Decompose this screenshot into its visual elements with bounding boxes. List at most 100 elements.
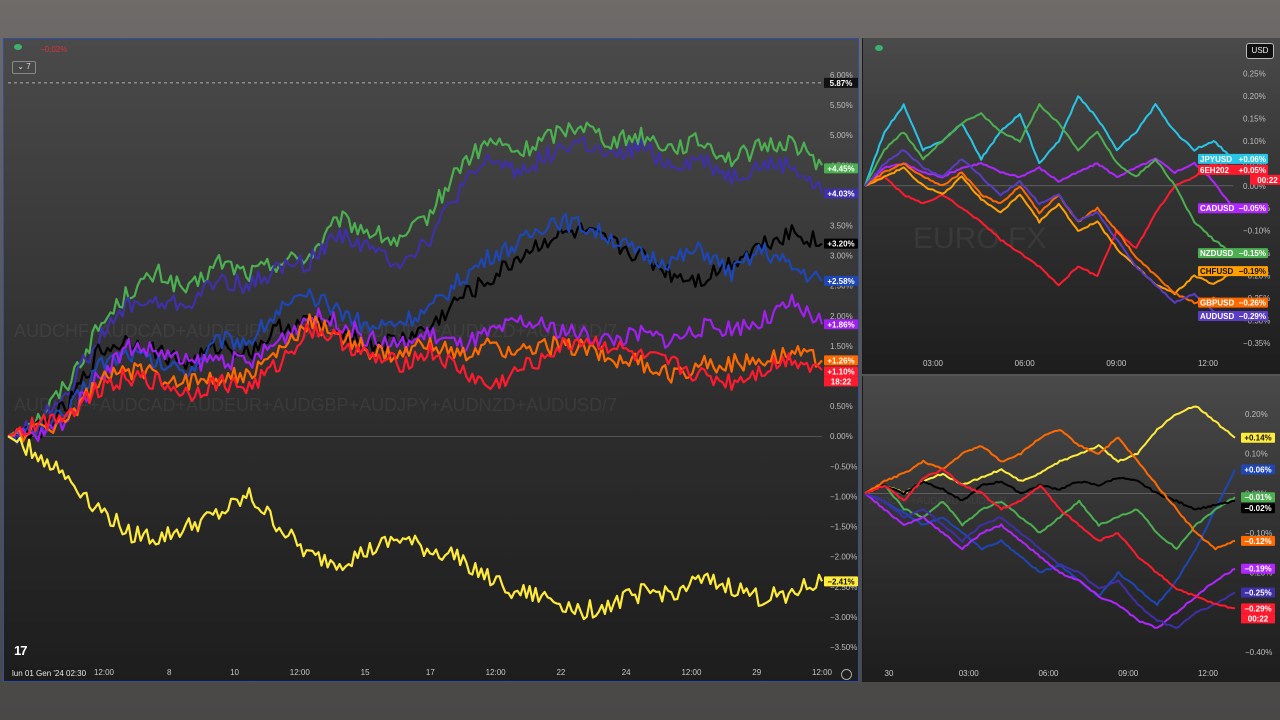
visibility-eye-icon[interactable] xyxy=(875,45,883,51)
y-tick-label: 1.50% xyxy=(830,342,853,351)
symbol-watermark: EURO FX xyxy=(913,222,1046,255)
series-value-text: −0.05% xyxy=(1239,204,1266,213)
countdown-label: 00:22 xyxy=(1257,176,1278,185)
y-tick-label: 3.50% xyxy=(830,222,853,231)
x-tick-label: 17 xyxy=(426,668,435,677)
series-value-label: GBPUSD −0.26% xyxy=(1198,297,1268,308)
indicator-count: 7 xyxy=(26,62,31,71)
y-tick-label: 0.20% xyxy=(1243,92,1266,101)
x-tick-label: 8 xyxy=(167,668,172,677)
x-tick-label: 06:00 xyxy=(1038,669,1059,678)
y-tick-label: −0.50% xyxy=(830,462,857,471)
series-line xyxy=(864,405,1236,495)
series-value-label: +0.06% xyxy=(1241,464,1275,475)
x-tick-label: 30 xyxy=(885,669,894,678)
bottom-right-chart-pane[interactable]: AUDCHF+AUDCAD+AUDEUR0.20%0.10%0.00%−0.10… xyxy=(862,376,1280,682)
main-chart-svg: AUDCHF+AUDCAD+AUDEUR+AUDGBP+AUDJPY+AUDNZ… xyxy=(7,71,858,677)
y-tick-label: 0.15% xyxy=(1243,114,1266,123)
series-value-label: −0.02% xyxy=(1241,503,1275,514)
series-line xyxy=(7,313,823,443)
currency-button[interactable]: USD xyxy=(1246,43,1274,59)
series-line xyxy=(864,429,1236,551)
y-tick-label: −2.00% xyxy=(830,553,857,562)
symbol-watermark: AUDCHF+AUDCAD+AUDEUR xyxy=(869,496,1007,507)
y-tick-label: 0.20% xyxy=(1245,410,1268,419)
series-value-text: +3.20% xyxy=(827,240,854,249)
y-tick-label: −1.00% xyxy=(830,492,857,501)
series-value-text: +4.45% xyxy=(827,164,854,173)
series-value-label: −0.29%00:22 xyxy=(1241,603,1275,624)
series-line xyxy=(864,484,1236,550)
reference-value-label: 5.87% xyxy=(824,77,858,88)
series-value-label: JPYUSD +0.06% xyxy=(1198,153,1268,164)
x-tick-label: 09:00 xyxy=(1106,359,1127,368)
series-value-text: +1.86% xyxy=(827,320,854,329)
y-tick-label: −0.10% xyxy=(1243,227,1270,236)
x-tick-label: 12:00 xyxy=(290,668,311,677)
series-value-text: +0.05% xyxy=(1239,166,1266,175)
visibility-eye-icon[interactable] xyxy=(14,44,22,50)
y-tick-label: 3.00% xyxy=(830,252,853,261)
series-value-text: −0.01% xyxy=(1244,493,1271,502)
x-tick-label: 15 xyxy=(361,668,370,677)
chevron-down-icon: ⌄ xyxy=(17,62,27,71)
series-value-label: CHFUSD −0.19% xyxy=(1198,266,1268,277)
series-line xyxy=(864,95,1234,187)
x-tick-label: 03:00 xyxy=(923,359,944,368)
series-value-text: −2.41% xyxy=(827,577,854,586)
y-tick-label: 0.00% xyxy=(1243,182,1266,191)
series-line xyxy=(8,293,824,443)
x-tick-label: 12:00 xyxy=(812,668,833,677)
series-value-text: +0.06% xyxy=(1244,465,1271,474)
series-value-text: +0.06% xyxy=(1239,155,1266,164)
x-tick-label: 12:00 xyxy=(94,668,115,677)
series-value-label: −0.12% xyxy=(1241,535,1275,546)
series-name-label: AUDUSD xyxy=(1200,312,1234,321)
x-tick-label: 09:00 xyxy=(1118,669,1139,678)
series-value-text: −0.15% xyxy=(1239,249,1266,258)
series-value-text: +0.14% xyxy=(1244,434,1271,443)
series-line xyxy=(7,212,823,445)
main-chart-pane[interactable]: −0.02% ⌄ 7 AUDCHF+AUDCAD+AUDEUR+AUDGBP+A… xyxy=(3,38,859,682)
series-value-label: −0.25% xyxy=(1241,587,1275,598)
series-name-label: GBPUSD xyxy=(1200,299,1234,308)
reference-value-text: 5.87% xyxy=(830,79,853,88)
y-tick-label: 0.00% xyxy=(830,432,853,441)
series-value-text: −0.12% xyxy=(1244,537,1271,546)
series-value-label: +1.86% xyxy=(824,319,858,330)
series-line xyxy=(864,492,1236,629)
y-tick-label: 6.00% xyxy=(830,71,853,80)
series-line xyxy=(864,149,1234,318)
countdown-label: 00:22 xyxy=(1248,614,1269,623)
y-tick-label: 2.50% xyxy=(830,282,853,291)
x-tick-label: 06:00 xyxy=(1015,359,1036,368)
x-tick-label: 12:00 xyxy=(1198,669,1219,678)
series-value-text: −0.19% xyxy=(1239,267,1266,276)
series-line xyxy=(864,476,1236,511)
y-tick-label: −1.50% xyxy=(830,523,857,532)
series-value-text: +4.03% xyxy=(827,190,854,199)
series-value-label: −0.19% xyxy=(1241,563,1275,574)
top-right-chart-pane[interactable]: USD EURO FX0.25%0.20%0.15%0.10%0.05%0.00… xyxy=(862,38,1280,374)
x-tick-label: 03:00 xyxy=(959,669,980,678)
series-value-label: CADUSD −0.05% xyxy=(1198,203,1268,214)
y-tick-label: 0.10% xyxy=(1245,450,1268,459)
series-line xyxy=(864,161,1234,287)
gear-icon[interactable] xyxy=(841,669,852,680)
collapse-indicators-button[interactable]: ⌄ 7 xyxy=(12,61,36,74)
y-tick-label: 5.50% xyxy=(830,101,853,110)
series-name-label: NZDUSD xyxy=(1200,249,1234,258)
x-tick-label: 24 xyxy=(622,668,631,677)
series-name-label: 6EH202 xyxy=(1200,166,1229,175)
series-name-label: CADUSD xyxy=(1200,204,1234,213)
y-tick-label: −0.10% xyxy=(1245,529,1272,538)
y-tick-label: −2.50% xyxy=(830,583,857,592)
y-tick-label: −0.35% xyxy=(1243,339,1270,348)
series-value-text: −0.19% xyxy=(1244,565,1271,574)
top-right-chart-svg: EURO FX0.25%0.20%0.15%0.10%0.05%0.00%−0.… xyxy=(864,69,1280,368)
series-value-text: −0.29% xyxy=(1244,604,1271,613)
y-tick-label: −3.50% xyxy=(830,643,857,652)
series-line xyxy=(7,121,823,438)
series-line xyxy=(864,157,1234,209)
y-tick-label: 5.00% xyxy=(830,131,853,140)
